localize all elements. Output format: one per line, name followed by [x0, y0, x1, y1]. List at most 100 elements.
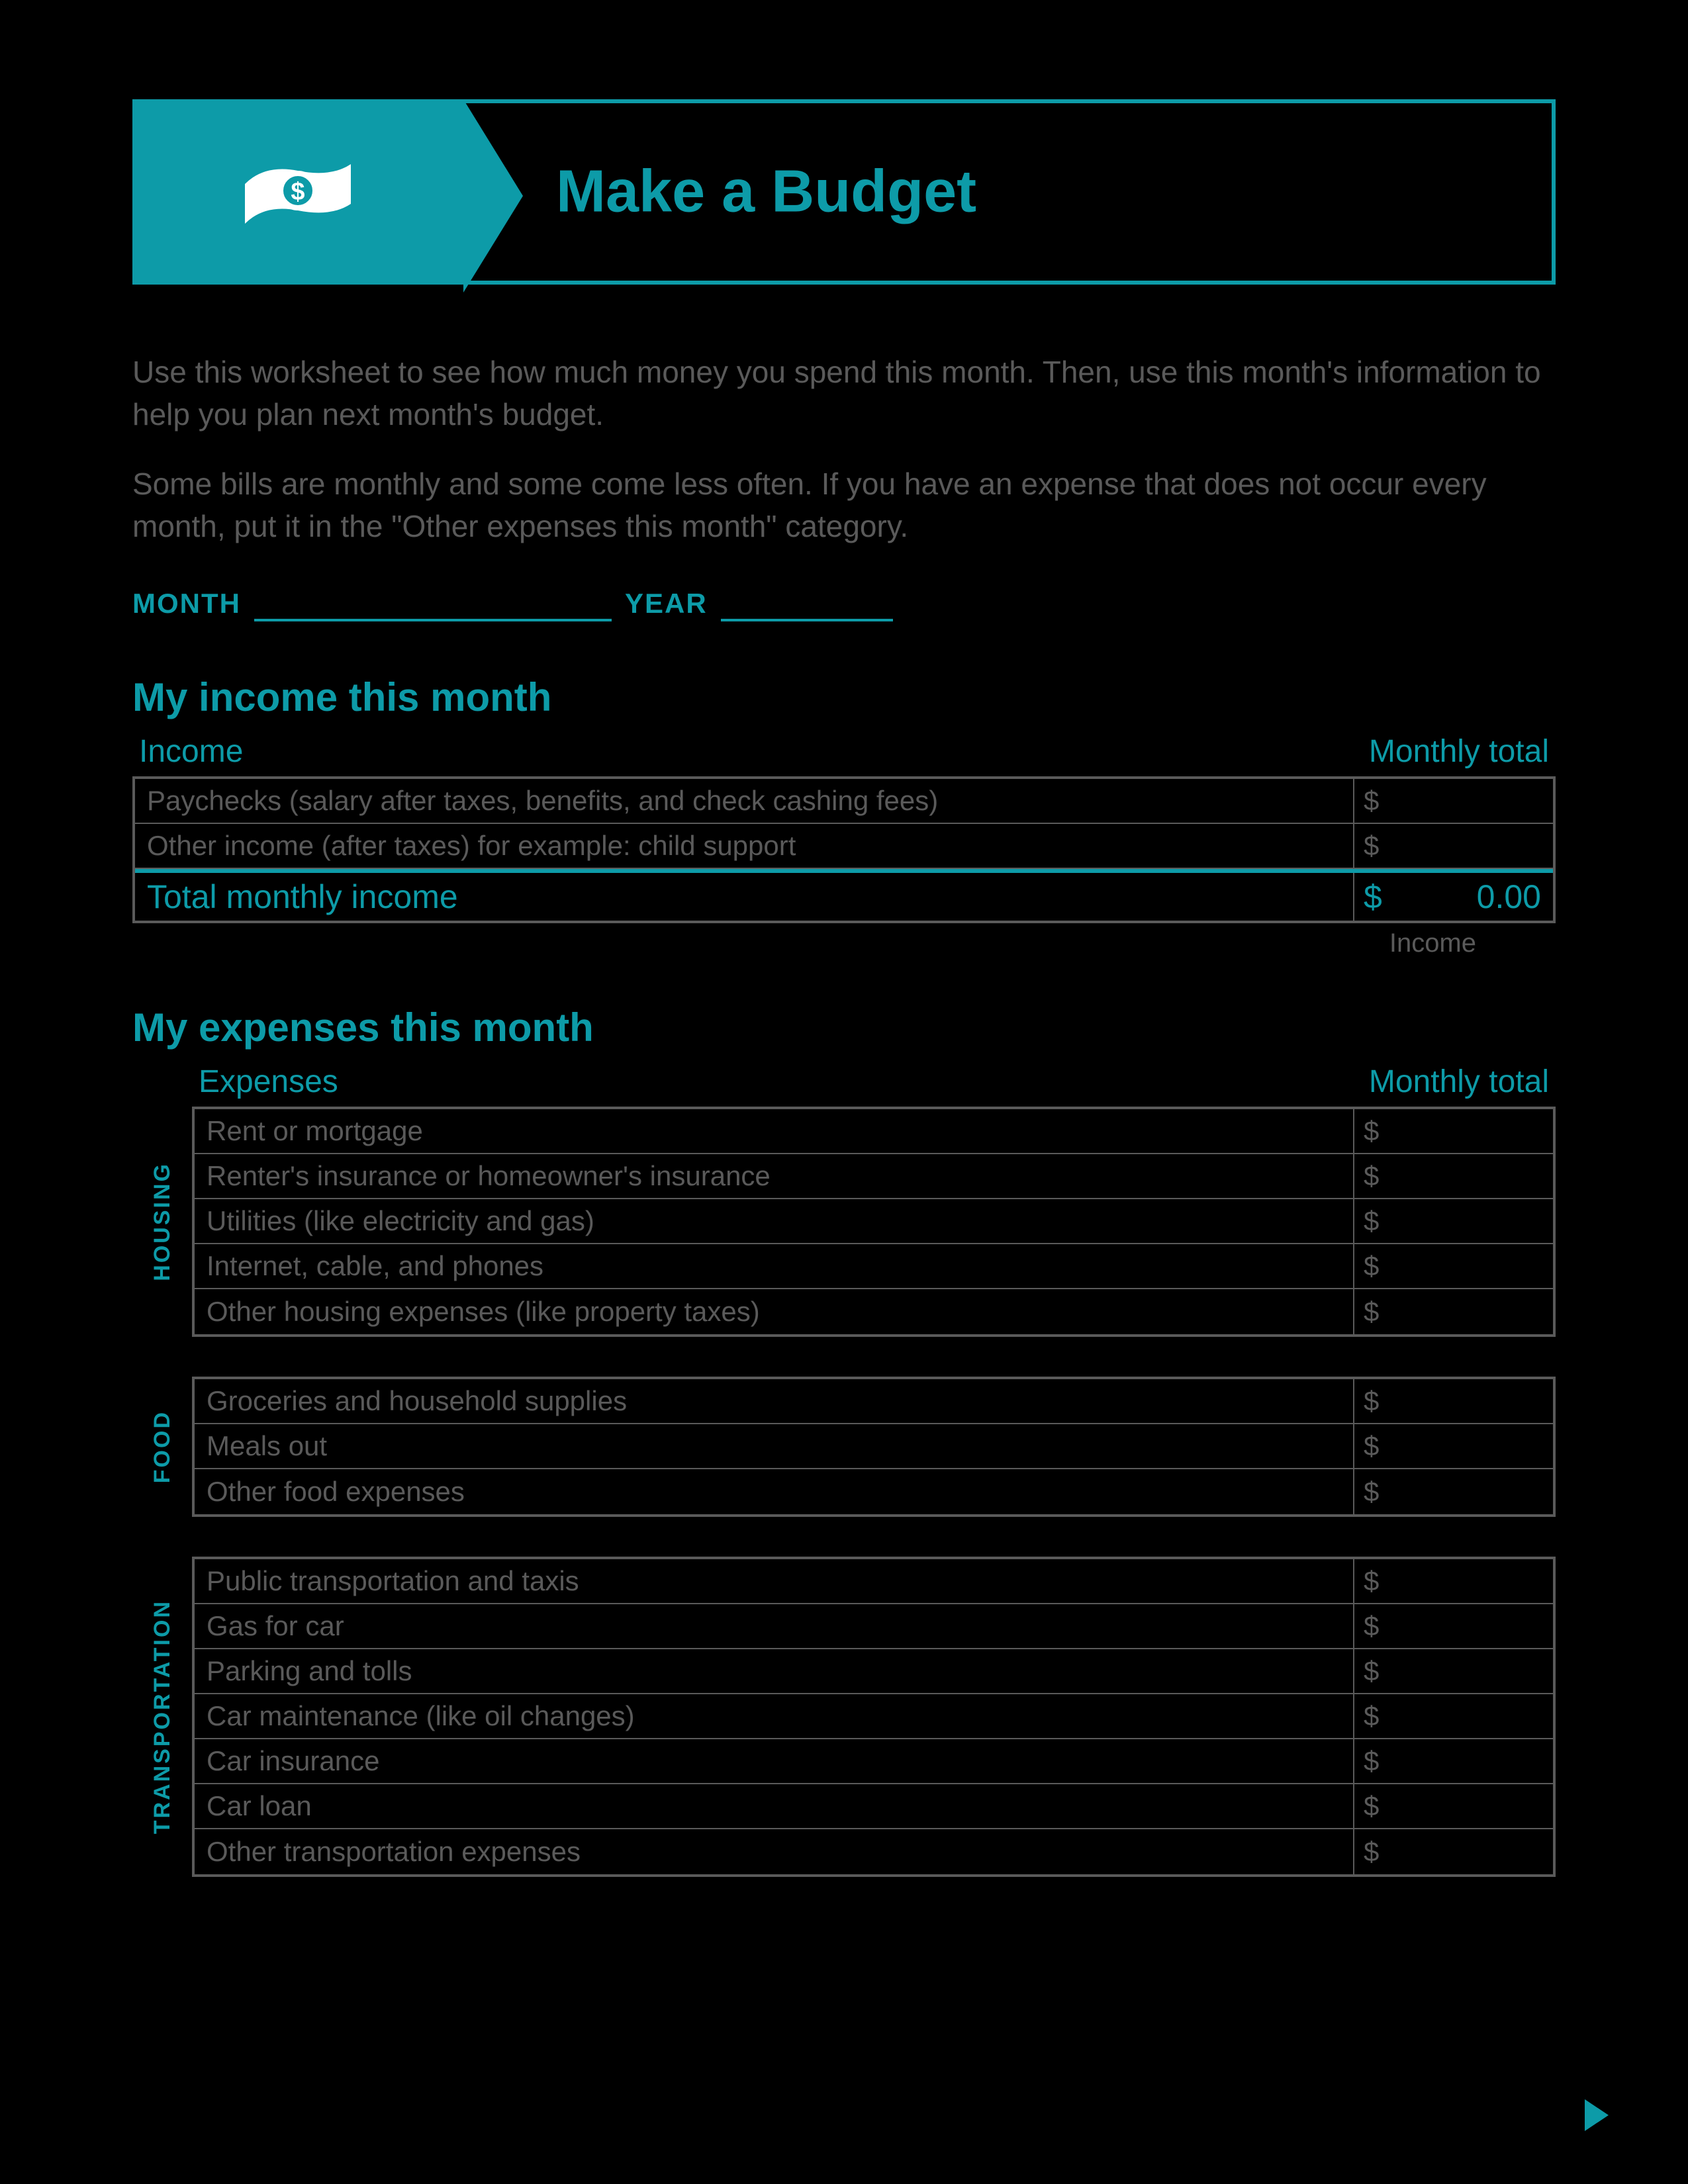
expense-table: Groceries and household supplies$Meals o…	[192, 1377, 1556, 1517]
expense-amount-input[interactable]	[1394, 1739, 1553, 1783]
income-total-row: Total monthly income$	[135, 869, 1553, 921]
date-row: MONTH YEAR	[132, 588, 1556, 622]
expense-amount-input[interactable]	[1394, 1649, 1553, 1693]
income-row-label: Other income (after taxes) for example: …	[135, 824, 1354, 868]
expense-category-label: TRANSPORTATION	[132, 1557, 192, 1877]
income-row: Paychecks (salary after taxes, benefits,…	[135, 779, 1553, 824]
intro-paragraph-1: Use this worksheet to see how much money…	[132, 351, 1556, 436]
currency-symbol: $	[1354, 1649, 1394, 1693]
expense-row: Parking and tolls$	[195, 1649, 1553, 1694]
expense-row-label: Other housing expenses (like property ta…	[195, 1289, 1354, 1334]
title-banner: $ Make a Budget	[132, 99, 1556, 285]
banner-arrow-shape	[463, 99, 523, 293]
banner-icon-box: $	[132, 99, 463, 285]
expense-row: Other transportation expenses$	[195, 1829, 1553, 1874]
money-icon: $	[232, 144, 364, 240]
next-page-arrow-icon	[1585, 2099, 1609, 2131]
month-label: MONTH	[132, 588, 241, 619]
currency-symbol: $	[1354, 1424, 1394, 1468]
expense-category-label: FOOD	[132, 1377, 192, 1517]
expenses-table-header: Expenses Monthly total	[132, 1064, 1556, 1107]
expense-row: Other housing expenses (like property ta…	[195, 1289, 1553, 1334]
expense-group-food: FOODGroceries and household supplies$Mea…	[132, 1377, 1556, 1517]
expense-row-label: Internet, cable, and phones	[195, 1244, 1354, 1288]
year-input[interactable]	[721, 590, 893, 621]
income-footnote: Income	[132, 929, 1556, 958]
expense-row: Rent or mortgage$	[195, 1109, 1553, 1154]
currency-symbol: $	[1354, 1829, 1394, 1874]
expense-row: Gas for car$	[195, 1604, 1553, 1649]
income-table: Paychecks (salary after taxes, benefits,…	[132, 776, 1556, 923]
currency-symbol: $	[1354, 1289, 1394, 1334]
currency-symbol: $	[1354, 1559, 1394, 1603]
income-row: Other income (after taxes) for example: …	[135, 824, 1553, 869]
expense-row-label: Car maintenance (like oil changes)	[195, 1694, 1354, 1738]
currency-symbol: $	[1354, 1244, 1394, 1288]
expense-category-label: HOUSING	[132, 1107, 192, 1337]
year-label: YEAR	[625, 588, 708, 619]
expense-amount-input[interactable]	[1394, 1244, 1553, 1288]
currency-symbol: $	[1354, 1109, 1394, 1153]
expense-amount-input[interactable]	[1394, 1604, 1553, 1648]
income-total-value	[1394, 873, 1553, 921]
currency-symbol: $	[1354, 1199, 1394, 1243]
expense-row-label: Car insurance	[195, 1739, 1354, 1783]
expenses-header-left: Expenses	[199, 1064, 338, 1100]
currency-symbol: $	[1354, 1739, 1394, 1783]
expense-amount-input[interactable]	[1394, 1694, 1553, 1738]
expense-amount-input[interactable]	[1394, 1559, 1553, 1603]
expense-row-label: Groceries and household supplies	[195, 1379, 1354, 1423]
expense-row-label: Parking and tolls	[195, 1649, 1354, 1693]
svg-text:$: $	[291, 178, 305, 206]
expense-row-label: Car loan	[195, 1784, 1354, 1828]
currency-symbol: $	[1354, 1694, 1394, 1738]
expense-row: Renter's insurance or homeowner's insura…	[195, 1154, 1553, 1199]
expenses-section-title: My expenses this month	[132, 1005, 1556, 1050]
expense-amount-input[interactable]	[1394, 1784, 1553, 1828]
expense-row: Meals out$	[195, 1424, 1553, 1469]
expense-amount-input[interactable]	[1394, 1829, 1553, 1874]
expense-row-label: Gas for car	[195, 1604, 1354, 1648]
income-table-header: Income Monthly total	[132, 733, 1556, 776]
expense-row: Internet, cable, and phones$	[195, 1244, 1553, 1289]
income-row-label: Paychecks (salary after taxes, benefits,…	[135, 779, 1354, 823]
expenses-header-right: Monthly total	[1369, 1064, 1549, 1100]
currency-symbol: $	[1354, 824, 1394, 868]
expense-amount-input[interactable]	[1394, 1469, 1553, 1514]
expense-row-label: Utilities (like electricity and gas)	[195, 1199, 1354, 1243]
expense-amount-input[interactable]	[1394, 1289, 1553, 1334]
page-title: Make a Budget	[556, 158, 976, 226]
intro-paragraph-2: Some bills are monthly and some come les…	[132, 463, 1556, 548]
expense-row-label: Meals out	[195, 1424, 1354, 1468]
expense-group-housing: HOUSINGRent or mortgage$Renter's insuran…	[132, 1107, 1556, 1337]
month-input[interactable]	[254, 590, 612, 621]
income-header-right: Monthly total	[1369, 733, 1549, 770]
expense-table: Rent or mortgage$Renter's insurance or h…	[192, 1107, 1556, 1337]
expense-row-label: Renter's insurance or homeowner's insura…	[195, 1154, 1354, 1198]
income-total-label: Total monthly income	[135, 873, 1354, 921]
expense-row: Utilities (like electricity and gas)$	[195, 1199, 1553, 1244]
expense-row: Other food expenses$	[195, 1469, 1553, 1514]
expense-row: Car insurance$	[195, 1739, 1553, 1784]
income-amount-input[interactable]	[1394, 824, 1553, 868]
income-header-left: Income	[139, 733, 243, 770]
expense-row-label: Rent or mortgage	[195, 1109, 1354, 1153]
currency-symbol: $	[1354, 1604, 1394, 1648]
expense-amount-input[interactable]	[1394, 1379, 1553, 1423]
expense-amount-input[interactable]	[1394, 1199, 1553, 1243]
expense-row-label: Other food expenses	[195, 1469, 1354, 1514]
currency-symbol: $	[1354, 1469, 1394, 1514]
expense-table: Public transportation and taxis$Gas for …	[192, 1557, 1556, 1877]
expense-amount-input[interactable]	[1394, 1109, 1553, 1153]
expense-group-transportation: TRANSPORTATIONPublic transportation and …	[132, 1557, 1556, 1877]
expenses-section: My expenses this month Expenses Monthly …	[132, 1005, 1556, 1877]
expense-row: Car maintenance (like oil changes)$	[195, 1694, 1553, 1739]
expense-amount-input[interactable]	[1394, 1424, 1553, 1468]
income-section-title: My income this month	[132, 674, 1556, 720]
income-amount-input[interactable]	[1394, 779, 1553, 823]
income-section: My income this month Income Monthly tota…	[132, 674, 1556, 958]
expense-row-label: Public transportation and taxis	[195, 1559, 1354, 1603]
expense-amount-input[interactable]	[1394, 1154, 1553, 1198]
expense-row: Groceries and household supplies$	[195, 1379, 1553, 1424]
currency-symbol: $	[1354, 1379, 1394, 1423]
